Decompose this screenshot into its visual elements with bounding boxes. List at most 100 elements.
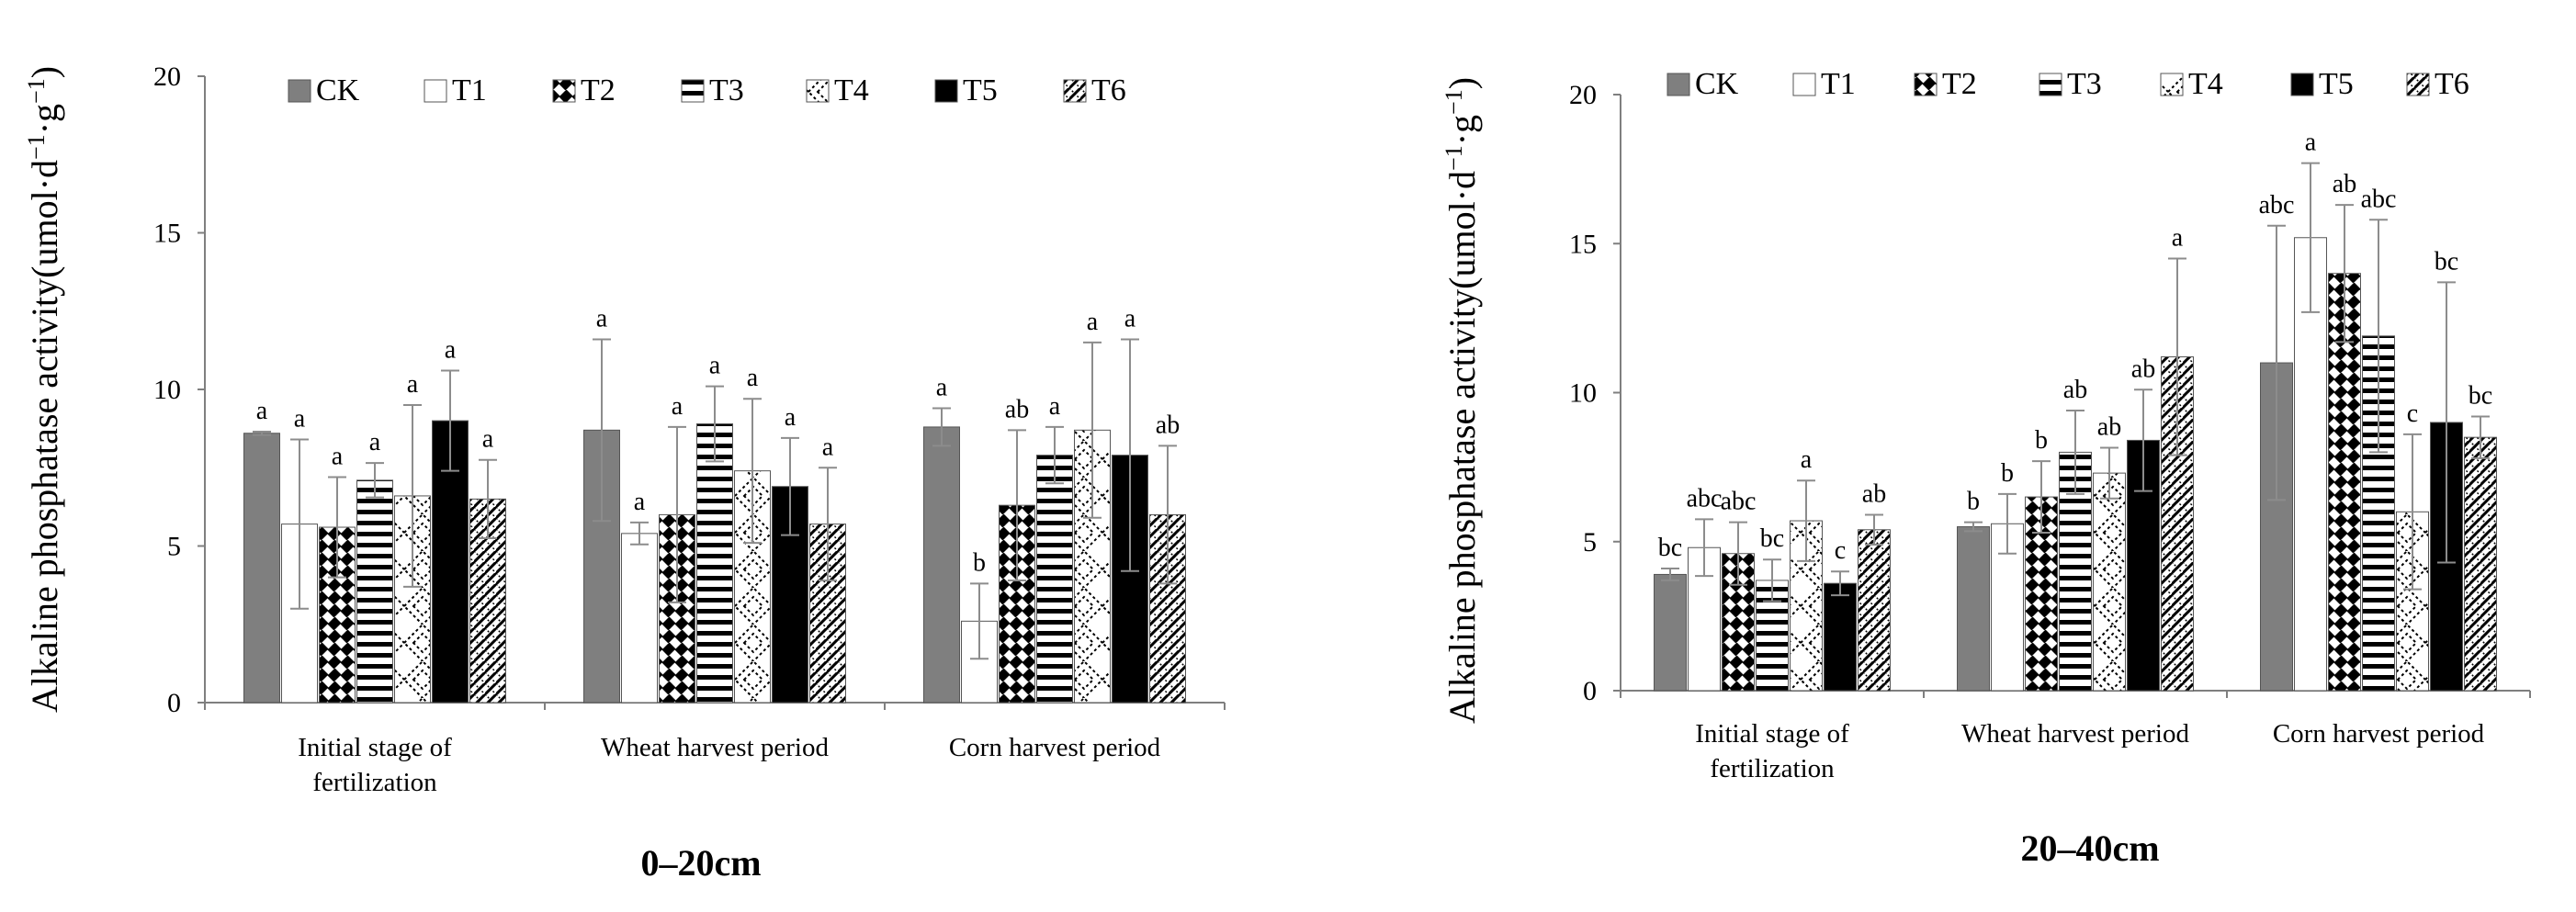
y-axis-label-superscript: −1 [23,134,50,160]
legend-swatch-t2 [552,79,576,103]
bar-t3 [1036,455,1073,704]
bar-ck [1957,526,1990,692]
legend-label: T3 [2067,67,2102,101]
significance-letter: a [596,304,608,332]
significance-letter: a [482,425,494,454]
significance-letter: ab [1156,411,1180,439]
significance-letter: a [2172,223,2184,252]
legend-label: CK [316,73,360,107]
chart-20-40cm: 0 5 10 15 20 Initial stage of fertilization Whe… [1441,67,2531,869]
y-tick-label: 5 [1583,527,1597,557]
significance-letter: bc [1760,524,1784,553]
significance-letter: bc [1658,534,1682,562]
y-tick-label: 5 [167,532,181,562]
significance-letter: abc [2361,185,2397,213]
y-axis-label-part: ) [24,66,65,78]
significance-letter: a [1801,445,1813,474]
legend-swatch-ck [1666,73,1690,96]
significance-letter: ab [2063,376,2087,404]
y-axis-label-superscript: −1 [23,78,50,104]
y-axis-label: Alkaline phosphatase activity(umol·d−1·g… [1441,77,1484,724]
x-category-label: Initial stage of [298,733,452,762]
y-axis-label-superscript: −1 [1441,89,1467,115]
legend-label: CK [1695,67,1739,101]
y-tick-label: 15 [153,219,181,249]
legend-swatch-t2 [1914,73,1938,96]
x-category-label: fertilization [312,768,437,797]
significance-letter: bc [2469,381,2492,410]
bar-ck [243,433,280,704]
y-tick-label: 10 [1569,378,1597,409]
legend-label: T4 [834,73,869,107]
y-axis-label: Alkaline phosphatase activity(umol·d−1·g… [23,66,66,713]
bar-t6 [2464,436,2497,692]
legend-label: T2 [581,73,616,107]
legend-label: T6 [1091,73,1126,107]
significance-letter: b [2001,459,2014,488]
significance-letter: a [1124,304,1136,332]
legend-label: T3 [709,73,744,107]
legend-swatch-t5 [934,79,958,103]
y-axis-label-part: ·g [1441,115,1483,145]
significance-letter: b [973,548,986,577]
legend-swatch-t6 [2406,73,2430,96]
significance-letter: a [822,433,834,461]
x-category-label: Wheat harvest period [1961,719,2190,749]
bar-ck [923,426,960,704]
legend-swatch-ck [288,79,311,103]
bar-t1 [621,533,658,704]
significance-letter: ab [1005,395,1029,423]
legend-swatch-t3 [681,79,705,103]
significance-letter: a [2305,129,2317,157]
legend-label: T5 [2319,67,2354,101]
legend-label: T6 [2435,67,2469,101]
x-category-label: fertilization [1710,754,1835,783]
legend-swatch-t1 [424,79,447,103]
bar-t5 [1824,582,1857,692]
legend-swatch-t3 [2039,73,2062,96]
legend-label: T4 [2188,67,2223,101]
significance-letter: abc [1687,484,1723,512]
significance-letter: a [256,397,268,425]
significance-letter: abc [2259,191,2295,220]
legend-label: T5 [963,73,998,107]
y-axis-label-superscript: −1 [1441,145,1467,171]
significance-letter: a [445,336,457,365]
significance-letter: b [2035,426,2048,455]
significance-letter: ab [2333,170,2356,198]
significance-letter: ab [2097,413,2121,442]
significance-letter: bc [2435,247,2458,276]
panel-title: 0–20cm [640,842,761,884]
y-tick-label: 15 [1569,229,1597,259]
legend-swatch-t5 [2290,73,2314,96]
legend-label: T1 [1821,67,1856,101]
y-axis-label-part: Alkaline phosphatase activity(umol·d [24,160,65,713]
legend-swatch-t1 [1792,73,1816,96]
y-axis-label-part: Alkaline phosphatase activity(umol·d [1441,171,1483,724]
significance-letter: a [1087,308,1099,336]
significance-letter: a [294,405,306,433]
x-category-label: Corn harvest period [949,733,1161,762]
significance-letter: a [369,428,381,456]
legend-swatch-t4 [806,79,830,103]
legend-label: T2 [1942,67,1977,101]
bar-t1 [2294,237,2327,692]
x-category-label: Corn harvest period [2273,719,2485,749]
significance-letter: a [672,392,684,421]
bar-ck [1654,573,1687,692]
x-category-label: Initial stage of [1695,719,1849,749]
bar-t6 [1858,529,1891,692]
significance-letter: ab [2131,355,2155,383]
bar-t2 [999,504,1035,704]
y-axis-label-part: ) [1441,77,1483,89]
y-tick-label: 20 [1569,80,1597,110]
legend-swatch-t4 [2160,73,2184,96]
bar-t1 [961,620,998,704]
chart-0-20cm: 0 5 10 15 20 Initial stage of fertilization Whe… [23,62,1226,884]
significance-letter: a [785,403,797,432]
bar-t2 [2328,273,2361,692]
significance-letter: abc [1721,488,1757,516]
significance-letter: a [634,488,646,516]
y-tick-label: 0 [1583,676,1597,706]
